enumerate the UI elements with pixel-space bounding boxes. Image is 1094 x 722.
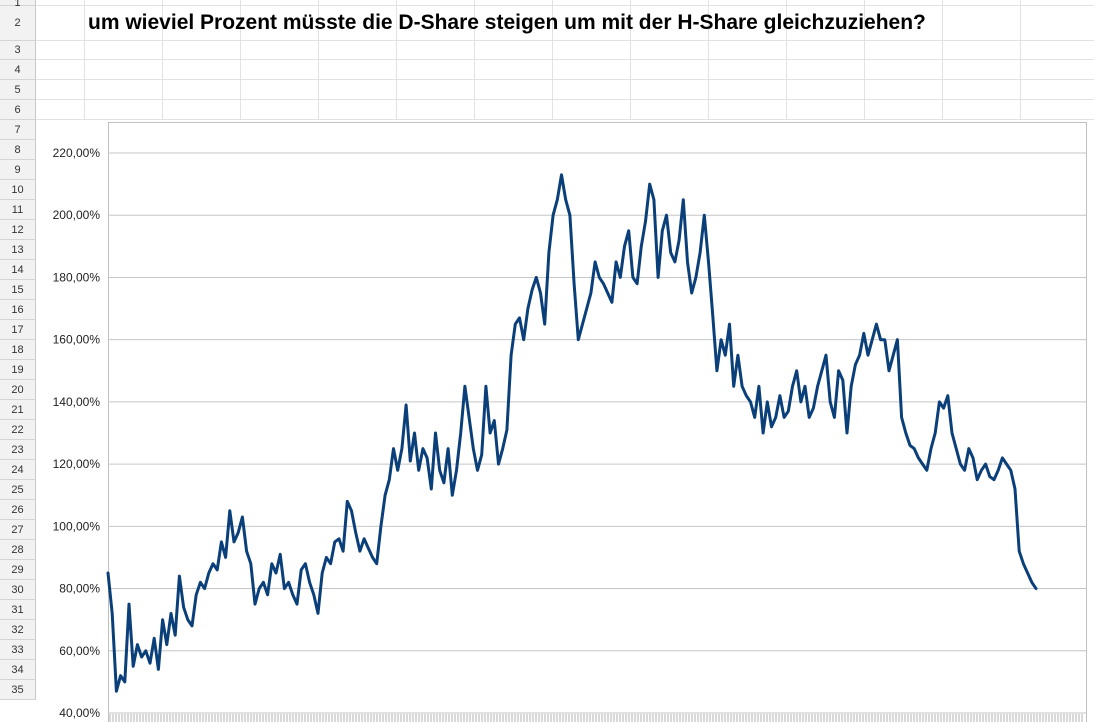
row-header[interactable]: 15 [0,280,36,300]
y-tick-label: 140,00% [53,395,101,409]
row-header[interactable]: 3 [0,41,36,60]
row-header[interactable]: 16 [0,300,36,320]
horizontal-gridlines [108,152,1087,714]
cell-gridline [36,5,1094,6]
row-header[interactable]: 8 [0,140,36,160]
cell-gridline [36,40,1094,41]
y-tick-label: 100,00% [53,519,101,533]
row-header[interactable]: 24 [0,460,36,480]
row-header[interactable]: 2 [0,6,36,41]
y-tick-label: 60,00% [59,644,100,658]
row-header[interactable]: 7 [0,120,36,140]
row-header[interactable]: 35 [0,680,36,700]
row-header[interactable]: 11 [0,200,36,220]
row-header[interactable]: 31 [0,600,36,620]
row-header[interactable]: 19 [0,360,36,380]
row-header[interactable]: 13 [0,240,36,260]
y-tick-label: 80,00% [59,582,100,596]
row-header[interactable]: 25 [0,480,36,500]
y-tick-label: 160,00% [53,333,101,347]
row-header[interactable]: 4 [0,60,36,80]
row-header[interactable]: 23 [0,440,36,460]
row-header[interactable]: 10 [0,180,36,200]
cell-gridline [36,99,1094,100]
x-axis-tick-marks [109,714,1083,722]
row-header[interactable]: 22 [0,420,36,440]
row-header[interactable]: 28 [0,540,36,560]
y-tick-label: 40,00% [59,706,100,720]
row-header[interactable]: 30 [0,580,36,600]
row-header[interactable]: 1 [0,0,36,9]
row-header[interactable]: 20 [0,380,36,400]
cell-gridline [36,119,1094,120]
y-axis-tick-labels: 40,00% 60,00% 80,00% 100,00% 120,00% 140,00% 1… [53,146,101,720]
y-tick-label: 120,00% [53,457,101,471]
y-tick-label: 220,00% [53,146,101,160]
plot-area-frame [108,122,1087,722]
row-header[interactable]: 17 [0,320,36,340]
y-tick-label: 180,00% [53,270,101,284]
row-header[interactable]: 18 [0,340,36,360]
sheet-title-cell[interactable]: um wieviel Prozent müsste die D-Share st… [88,11,926,34]
row-header[interactable]: 21 [0,400,36,420]
y-tick-label: 200,00% [53,208,101,222]
row-header[interactable]: 9 [0,160,36,180]
row-header[interactable]: 26 [0,500,36,520]
series-line-0[interactable] [106,173,1038,693]
series-lines [106,173,1038,693]
row-header[interactable]: 27 [0,520,36,540]
row-header[interactable]: 29 [0,560,36,580]
row-header[interactable]: 32 [0,620,36,640]
cell-gridline [36,59,1094,60]
row-header[interactable]: 34 [0,660,36,680]
row-header[interactable]: 12 [0,220,36,240]
row-header[interactable]: 6 [0,100,36,120]
row-header[interactable]: 14 [0,260,36,280]
cell-gridline [36,79,1094,80]
row-header[interactable]: 5 [0,80,36,100]
row-header[interactable]: 33 [0,640,36,660]
